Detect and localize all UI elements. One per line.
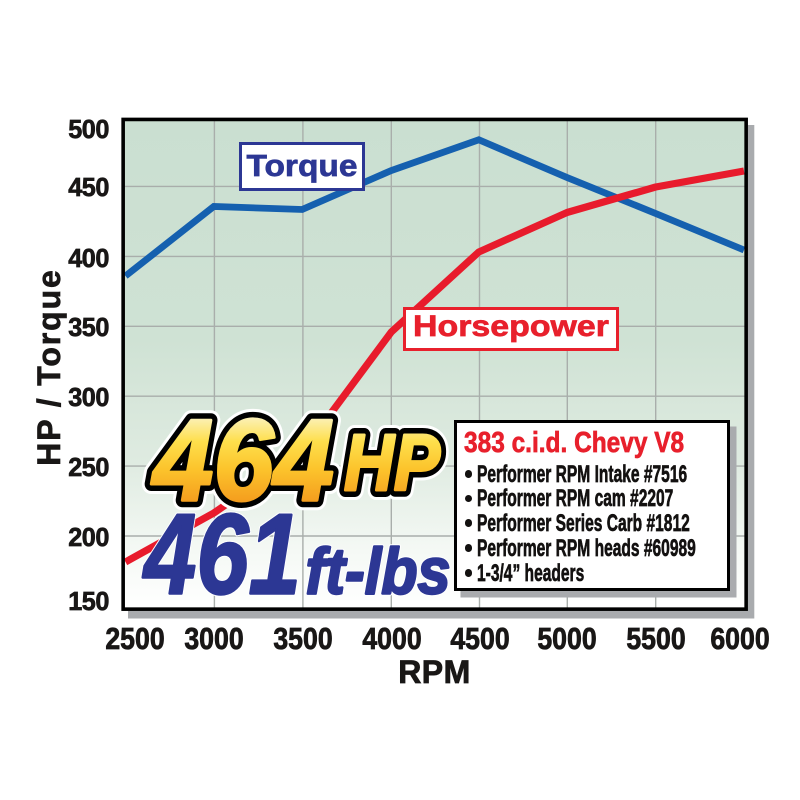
svg-text:ft-lbs: ft-lbs: [306, 535, 451, 608]
svg-text:HP: HP: [344, 418, 441, 507]
svg-text:HP: HP: [344, 418, 441, 507]
svg-text:461: 461: [142, 492, 301, 619]
svg-text:ft-lbs: ft-lbs: [306, 535, 451, 608]
svg-text:HP: HP: [344, 418, 441, 507]
svg-text:464: 464: [151, 395, 334, 525]
svg-text:461: 461: [142, 492, 301, 619]
svg-text:464: 464: [151, 395, 334, 525]
svg-text:464: 464: [151, 395, 334, 525]
